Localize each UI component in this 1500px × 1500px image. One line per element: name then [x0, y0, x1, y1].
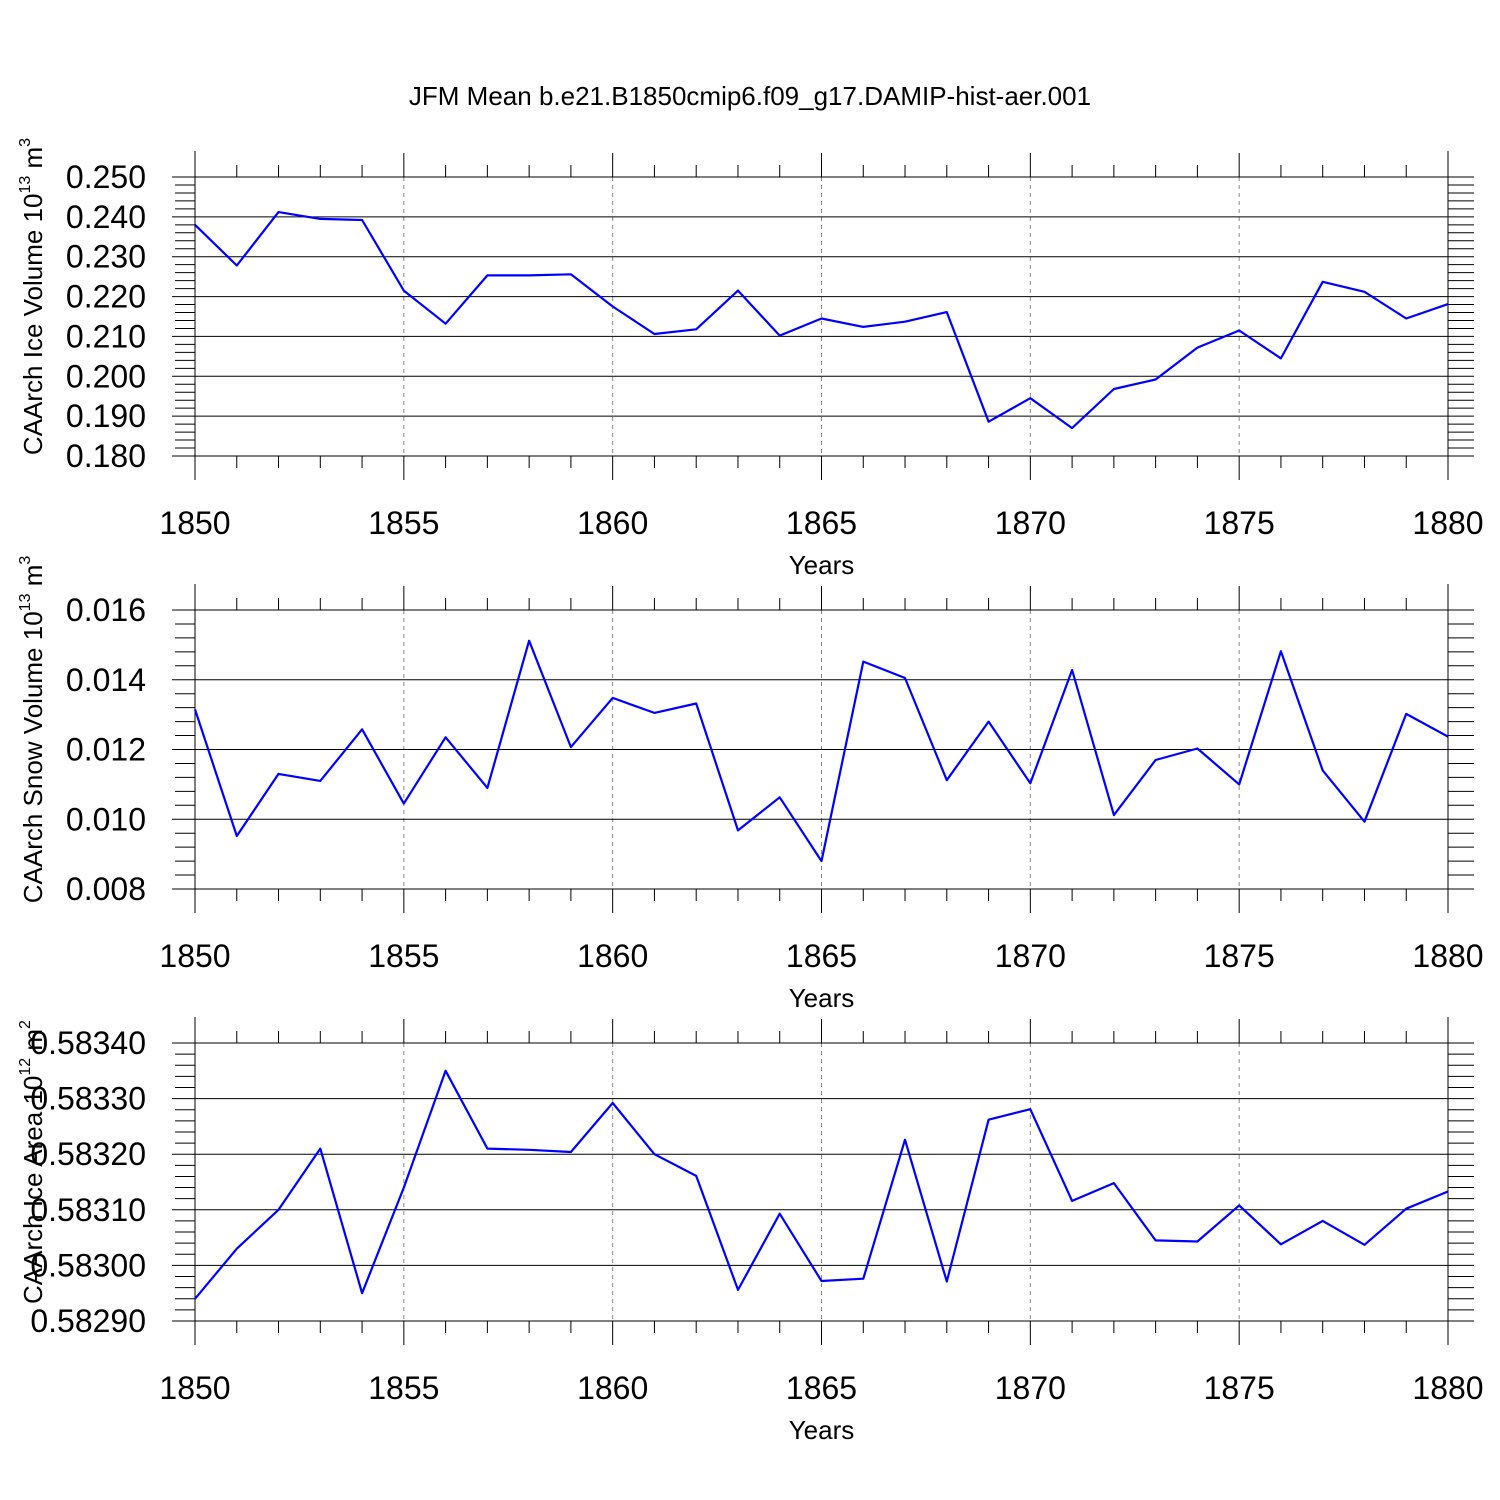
x-tick-label: 1880 — [1412, 505, 1483, 541]
series-line — [194, 1069, 1449, 1300]
x-tick-label: 1880 — [1412, 1370, 1483, 1406]
y-tick-label: 0.230 — [66, 239, 146, 275]
y-tick-label: 0.010 — [66, 801, 146, 837]
y-tick-label: 0.190 — [66, 398, 146, 434]
x-axis-label: Years — [789, 983, 855, 1013]
x-tick-label: 1865 — [786, 505, 857, 541]
chart-title: JFM Mean b.e21.B1850cmip6.f09_g17.DAMIP-… — [409, 81, 1091, 111]
x-tick-label: 1860 — [577, 505, 648, 541]
x-tick-label: 1870 — [995, 1370, 1066, 1406]
y-tick-label: 0.016 — [66, 592, 146, 628]
y-tick-label: 0.250 — [66, 159, 146, 195]
y-tick-label: 0.58290 — [30, 1303, 146, 1339]
x-axis-label: Years — [789, 550, 855, 580]
x-tick-label: 1850 — [159, 1370, 230, 1406]
x-tick-label: 1860 — [577, 1370, 648, 1406]
x-tick-label: 1860 — [577, 938, 648, 974]
y-axis-label: CAArch Ice Area 1012 m2 — [17, 1020, 48, 1304]
series-line — [193, 639, 1449, 863]
y-tick-label: 0.58300 — [30, 1247, 146, 1283]
y-tick-label: 0.58330 — [30, 1081, 146, 1117]
y-tick-label: 0.012 — [66, 732, 146, 768]
y-tick-label: 0.014 — [66, 662, 146, 698]
y-tick-label: 0.58310 — [30, 1192, 146, 1228]
y-tick-label: 0.240 — [66, 199, 146, 235]
x-tick-label: 1850 — [159, 938, 230, 974]
x-tick-label: 1855 — [368, 1370, 439, 1406]
x-tick-label: 1875 — [1204, 938, 1275, 974]
x-tick-label: 1875 — [1204, 1370, 1275, 1406]
y-tick-label: 0.220 — [66, 279, 146, 315]
panel-3: 0.58290 0.58300 0.58310 0.58320 0.58330 0.583… — [17, 1017, 1484, 1445]
x-tick-label: 1865 — [786, 1370, 857, 1406]
y-tick-label: 0.58320 — [30, 1136, 146, 1172]
x-tick-label: 1875 — [1204, 505, 1275, 541]
y-axis-label: CAArch Snow Volume 1013 m3 — [17, 556, 48, 904]
x-tick-label: 1855 — [368, 505, 439, 541]
x-tick-label: 1850 — [159, 505, 230, 541]
y-tick-label: 0.58340 — [30, 1025, 146, 1061]
x-tick-label: 1870 — [995, 505, 1066, 541]
x-tick-label: 1870 — [995, 938, 1066, 974]
y-tick-label: 0.200 — [66, 358, 146, 394]
panel-2: 0.008 0.010 0.012 0.014 0.016 1850 1855 1860 186… — [17, 556, 1484, 1013]
y-tick-label: 0.008 — [66, 871, 146, 907]
x-tick-label: 1855 — [368, 938, 439, 974]
y-axis-label: CAArch Ice Volume 1013 m3 — [17, 138, 48, 455]
y-tick-label: 0.210 — [66, 318, 146, 354]
series-line — [194, 211, 1449, 430]
x-tick-label: 1880 — [1412, 938, 1483, 974]
x-tick-label: 1865 — [786, 938, 857, 974]
x-axis-label: Years — [789, 1415, 855, 1445]
y-tick-label: 0.180 — [66, 438, 146, 474]
